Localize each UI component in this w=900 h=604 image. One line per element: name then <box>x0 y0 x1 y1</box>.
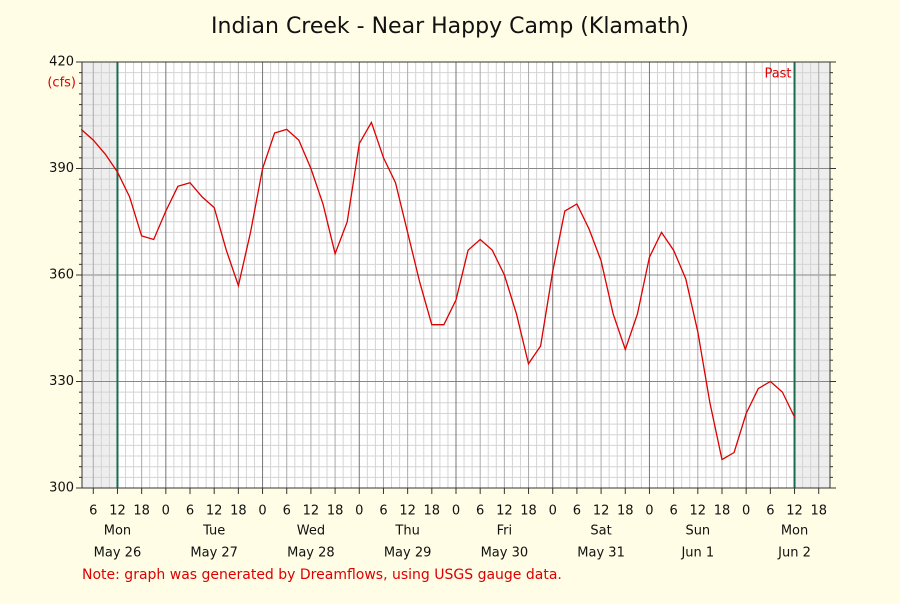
x-tick-label: 6 <box>89 504 97 519</box>
date-label: May 27 <box>190 546 238 561</box>
data-line <box>80 120 796 461</box>
annotation: Past <box>764 67 791 82</box>
plot-area <box>76 61 836 494</box>
chart-title: Indian Creek - Near Happy Camp (Klamath) <box>211 14 689 39</box>
x-tick-label: 12 <box>496 504 513 519</box>
note: Note: graph was generated by Dreamflows,… <box>82 567 562 583</box>
y-tick-label: 300 <box>49 481 74 496</box>
x-tick-label: 18 <box>230 504 247 519</box>
x-tick-label: 12 <box>399 504 416 519</box>
x-tick-label: 12 <box>109 504 126 519</box>
x-tick-label: 0 <box>645 504 653 519</box>
y-tick-label: 420 <box>49 55 74 70</box>
day-label: Mon <box>104 524 131 539</box>
y-axis-label: (cfs) <box>47 76 76 91</box>
x-tick-label: 18 <box>714 504 731 519</box>
x-tick-label: 18 <box>133 504 150 519</box>
date-label: May 30 <box>481 546 529 561</box>
x-tick-label: 6 <box>669 504 677 519</box>
day-label: Fri <box>497 524 513 539</box>
x-tick-label: 18 <box>810 504 827 519</box>
x-tick-label: 0 <box>162 504 170 519</box>
day-label: Sat <box>590 524 611 539</box>
x-tick-label: 18 <box>520 504 537 519</box>
x-tick-label: 18 <box>424 504 441 519</box>
x-tick-label: 0 <box>549 504 557 519</box>
x-tick-label: 0 <box>258 504 266 519</box>
x-tick-label: 12 <box>786 504 803 519</box>
y-tick-label: 390 <box>49 161 74 176</box>
x-tick-label: 6 <box>186 504 194 519</box>
day-label: Thu <box>394 524 419 539</box>
x-tick-label: 6 <box>283 504 291 519</box>
date-label: May 26 <box>94 546 142 561</box>
x-tick-label: 0 <box>742 504 750 519</box>
x-tick-label: 18 <box>617 504 634 519</box>
date-label: May 29 <box>384 546 432 561</box>
x-tick-label: 0 <box>452 504 460 519</box>
x-tick-label: 6 <box>766 504 774 519</box>
x-tick-label: 12 <box>690 504 707 519</box>
x-tick-label: 12 <box>206 504 223 519</box>
x-tick-label: 6 <box>379 504 387 519</box>
day-label: Mon <box>781 524 808 539</box>
date-label: Jun 2 <box>777 546 811 561</box>
x-tick-label: 18 <box>327 504 344 519</box>
date-label: May 31 <box>577 546 625 561</box>
x-tick-label: 6 <box>573 504 581 519</box>
date-label: Jun 1 <box>680 546 714 561</box>
x-tick-label: 6 <box>476 504 484 519</box>
y-tick-label: 330 <box>49 374 74 389</box>
x-tick-label: 12 <box>303 504 320 519</box>
x-tick-label: 12 <box>593 504 610 519</box>
date-label: May 28 <box>287 546 335 561</box>
x-tick-label: 0 <box>355 504 363 519</box>
day-label: Wed <box>297 524 325 539</box>
y-tick-label: 360 <box>49 268 74 283</box>
day-label: Tue <box>202 524 225 539</box>
day-label: Sun <box>685 524 710 539</box>
plot-border <box>81 61 831 489</box>
